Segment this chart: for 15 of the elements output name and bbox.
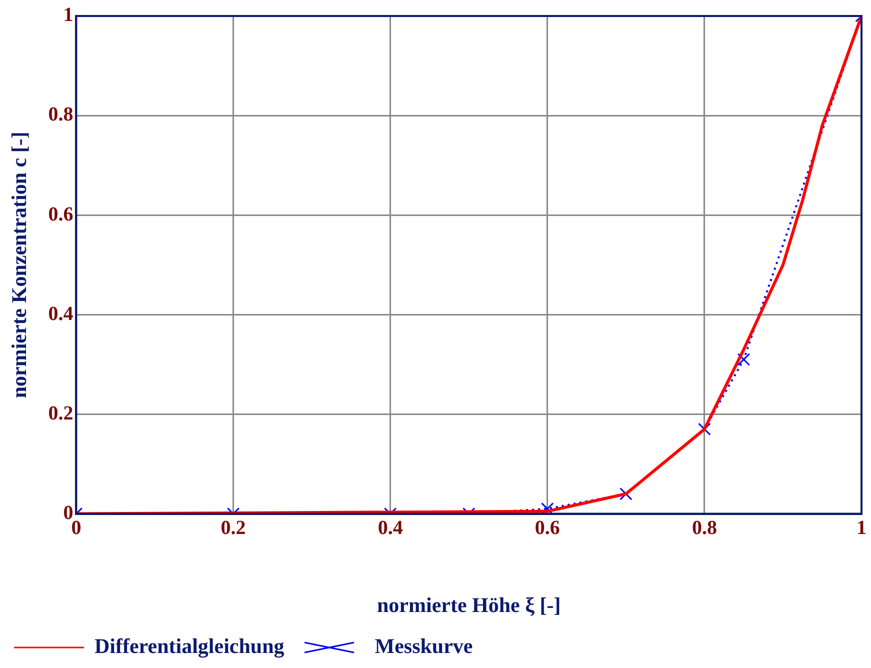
x-tick-label: 0.2 bbox=[220, 516, 246, 539]
x-tick-label: 0.8 bbox=[692, 516, 717, 539]
y-tick-label: 0.8 bbox=[48, 104, 74, 126]
legend-label: Messkurve bbox=[374, 634, 473, 658]
y-tick-label: 0.4 bbox=[48, 302, 74, 325]
y-tick-label: 0.2 bbox=[48, 402, 74, 424]
y-tick-label: 0.6 bbox=[48, 203, 74, 226]
x-tick-label: 1 bbox=[856, 516, 866, 539]
legend-label: Differentialgleichung bbox=[94, 634, 285, 658]
y-axis-title: normierte Konzentration c [-] bbox=[7, 132, 32, 398]
y-tick-label: 0 bbox=[63, 502, 74, 524]
x-tick-label: 0.4 bbox=[378, 516, 403, 539]
y-tick-label: 1 bbox=[63, 4, 74, 26]
x-tick-label: 0.6 bbox=[534, 516, 560, 539]
x-axis-title: normierte Höhe ξ [-] bbox=[376, 592, 561, 617]
